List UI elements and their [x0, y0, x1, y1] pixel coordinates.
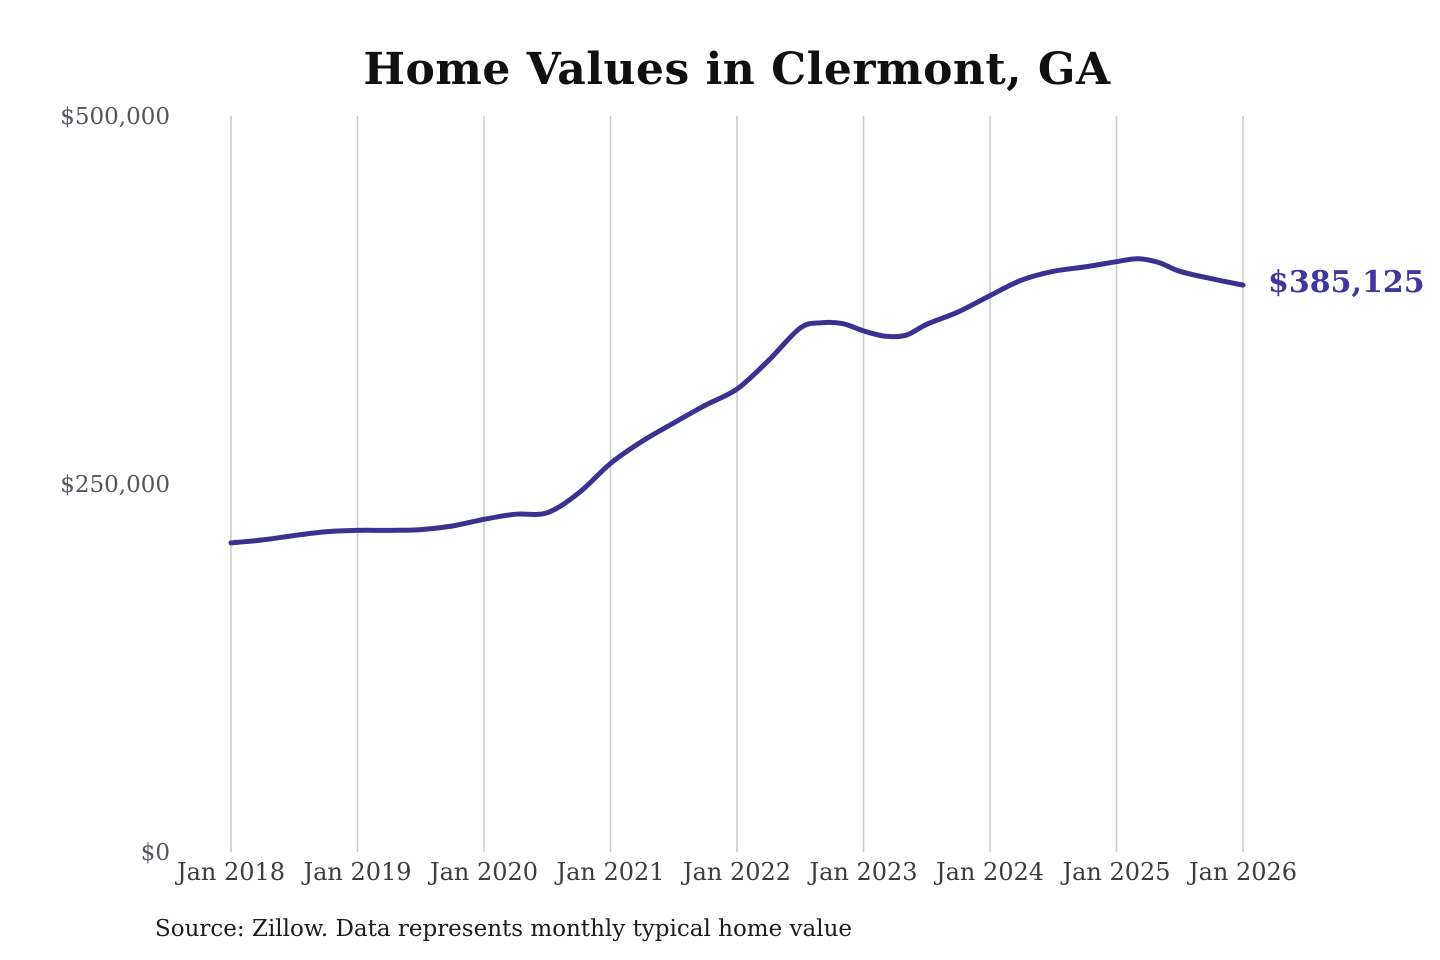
y-tick-label: $500,000 — [60, 104, 170, 130]
source-note: Source: Zillow. Data represents monthly … — [155, 916, 853, 942]
chart-title: Home Values in Clermont, GA — [363, 44, 1111, 95]
x-tick-label: Jan 2024 — [933, 858, 1044, 886]
x-axis-labels: Jan 2018 Jan 2019 Jan 2020 Jan 2021 Jan 2022… — [174, 858, 1297, 886]
x-tick-label: Jan 2020 — [427, 858, 538, 886]
y-axis-labels: $0 $250,000 $500,000 — [60, 104, 170, 866]
x-tick-label: Jan 2019 — [300, 858, 411, 886]
x-tick-label: Jan 2022 — [680, 858, 791, 886]
home-value-line — [228, 256, 1246, 546]
x-tick-label: Jan 2021 — [553, 858, 664, 886]
x-tick-label: Jan 2025 — [1059, 858, 1170, 886]
latest-value-label: $385,125 — [1268, 265, 1425, 301]
x-tick-label: Jan 2018 — [174, 858, 285, 886]
x-tick-label: Jan 2023 — [806, 858, 917, 886]
y-tick-label: $250,000 — [60, 472, 170, 498]
value-line-series — [228, 256, 1246, 546]
x-tick-label: Jan 2026 — [1186, 858, 1297, 886]
y-tick-label: $0 — [141, 840, 170, 866]
gridlines — [230, 116, 1244, 852]
